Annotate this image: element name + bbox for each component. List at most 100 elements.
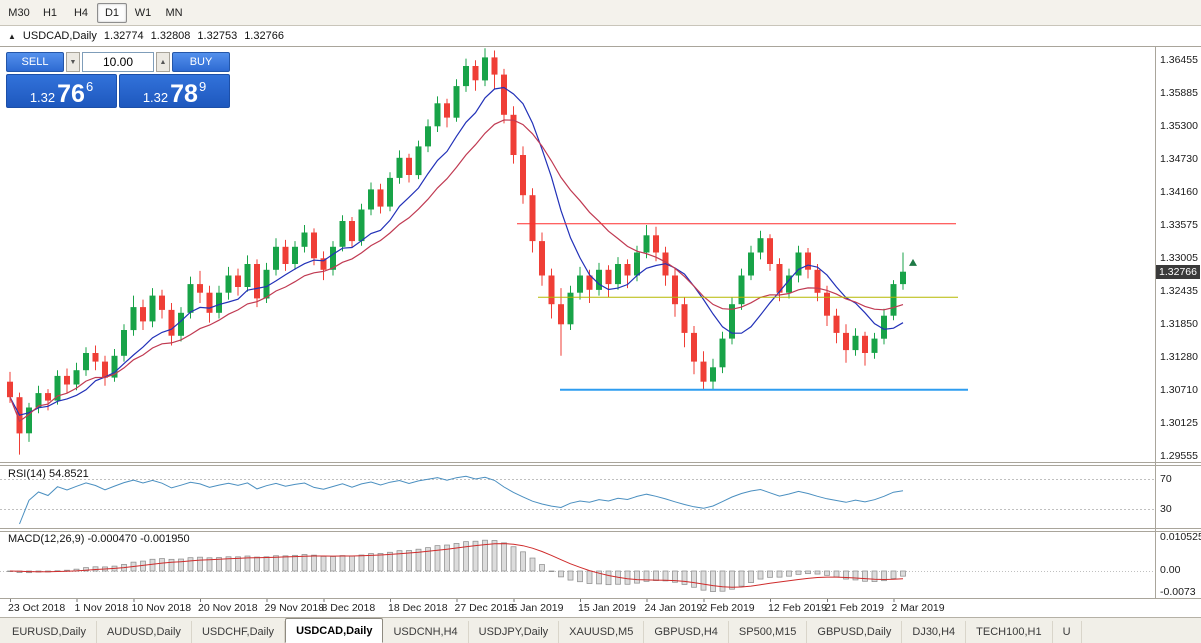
candle-body bbox=[510, 114, 517, 155]
macd-histogram-bar bbox=[824, 570, 830, 576]
timeframe-button-h4[interactable]: H4 bbox=[73, 6, 89, 19]
price-axis-label: 1.32435 bbox=[1160, 284, 1198, 297]
candle-body bbox=[26, 407, 32, 434]
macd-histogram-bar bbox=[282, 555, 289, 572]
volume-increase-icon[interactable]: ▲ bbox=[156, 52, 170, 72]
macd-histogram-bar bbox=[548, 570, 555, 572]
volume-input[interactable] bbox=[82, 52, 154, 72]
chart-tab-sp500[interactable]: SP500,M15 bbox=[729, 621, 808, 643]
macd-histogram-bar bbox=[415, 548, 422, 572]
macd-histogram-bar bbox=[491, 540, 498, 572]
macd-histogram-bar bbox=[871, 570, 878, 582]
macd-histogram-bar bbox=[767, 570, 773, 578]
macd-histogram-bar bbox=[900, 570, 906, 577]
macd-histogram-bar bbox=[168, 558, 175, 572]
candle-body bbox=[425, 126, 431, 147]
chart-tab-gbpusd[interactable]: GBPUSD,H4 bbox=[644, 621, 729, 643]
macd-histogram-bar bbox=[567, 570, 574, 581]
chart-tab-audusd[interactable]: AUDUSD,Daily bbox=[97, 621, 192, 643]
macd-histogram-bar bbox=[843, 570, 849, 580]
candle-body bbox=[54, 375, 61, 401]
macd-histogram-bar bbox=[510, 546, 517, 572]
macd-histogram-bar bbox=[700, 570, 707, 591]
timeframe-button-mn[interactable]: MN bbox=[165, 6, 183, 19]
macd-histogram-bar bbox=[339, 555, 346, 572]
candle-body bbox=[814, 269, 821, 293]
macd-histogram-bar bbox=[187, 557, 194, 572]
chart-tab-usdcad[interactable]: USDCAD,Daily bbox=[285, 618, 384, 643]
buy-price-button[interactable]: 1.32 78 9 bbox=[119, 74, 230, 108]
candle-body bbox=[767, 238, 773, 264]
macd-histogram-bar bbox=[586, 570, 593, 584]
chart-tab-dj30[interactable]: DJ30,H4 bbox=[902, 621, 967, 643]
candle-body bbox=[35, 393, 42, 408]
candle-body bbox=[463, 66, 469, 87]
macd-histogram-bar bbox=[102, 566, 108, 572]
chart-tab-usdcnh[interactable]: USDCNH,H4 bbox=[383, 621, 469, 643]
macd-histogram-bar bbox=[615, 570, 621, 585]
sell-price-button[interactable]: 1.32 76 6 bbox=[6, 74, 117, 108]
candle-body bbox=[197, 284, 203, 293]
chart-tab-bar: EURUSD,Daily AUDUSD,Daily USDCHF,Daily USDC… bbox=[0, 617, 1201, 643]
macd-histogram-bar bbox=[795, 570, 802, 575]
macd-histogram-bar bbox=[596, 570, 602, 585]
timeframe-button-w1[interactable]: W1 bbox=[134, 6, 152, 19]
macd-histogram-bar bbox=[425, 547, 431, 572]
macd-histogram-bar bbox=[311, 554, 317, 572]
candle-body bbox=[539, 241, 545, 276]
sell-button[interactable]: SELL bbox=[6, 52, 64, 72]
chart-tab-u[interactable]: U bbox=[1053, 621, 1082, 643]
macd-histogram-bar bbox=[121, 564, 127, 572]
candle-body bbox=[415, 146, 422, 176]
rsi-lower-level-label: 30 bbox=[1160, 503, 1172, 515]
chart-tab-gbpusd[interactable]: GBPUSD,Daily bbox=[807, 621, 903, 643]
candle-body bbox=[757, 238, 764, 253]
macd-histogram-bar bbox=[140, 560, 146, 572]
price-axis-label: 1.30125 bbox=[1160, 417, 1198, 430]
candle-body bbox=[586, 275, 593, 290]
candle-body bbox=[216, 292, 222, 313]
macd-histogram-bar bbox=[662, 570, 669, 582]
chart-tab-usdchf[interactable]: USDCHF,Daily bbox=[192, 621, 286, 643]
time-axis-label: 12 Feb 2019 bbox=[768, 602, 827, 614]
macd-histogram-bar bbox=[814, 570, 821, 575]
time-axis-label: 1 Nov 2018 bbox=[74, 602, 129, 614]
time-axis-label: 20 Nov 2018 bbox=[198, 602, 258, 614]
current-price-tag: 1.32766 bbox=[1156, 264, 1200, 279]
candle-body bbox=[634, 252, 640, 276]
macd-histogram-bar bbox=[130, 561, 137, 572]
macd-histogram-bar bbox=[54, 570, 61, 572]
chart-expander-icon[interactable]: ▲ bbox=[8, 31, 16, 41]
chart-tab-tech100[interactable]: TECH100,H1 bbox=[966, 621, 1053, 643]
macd-histogram-bar bbox=[672, 570, 678, 583]
macd-histogram-bar bbox=[225, 556, 232, 572]
candle-body bbox=[643, 235, 650, 253]
macd-axis-label: 0.00 bbox=[1160, 564, 1181, 576]
candle-body bbox=[178, 312, 184, 336]
candle-body bbox=[45, 393, 51, 401]
volume-decrease-icon[interactable]: ▼ bbox=[66, 52, 80, 72]
chart-tab-xauusd[interactable]: XAUUSD,M5 bbox=[559, 621, 645, 643]
sell-price-point: 6 bbox=[85, 79, 94, 94]
price-axis-label: 1.33575 bbox=[1160, 219, 1198, 232]
macd-histogram-bar bbox=[7, 570, 13, 572]
timeframe-button-h1[interactable]: H1 bbox=[42, 6, 58, 19]
candle-body bbox=[225, 275, 232, 293]
chart-tab-usdjpy[interactable]: USDJPY,Daily bbox=[469, 621, 560, 643]
chart-symbol-label: USDCAD,Daily bbox=[22, 30, 97, 42]
macd-histogram-bar bbox=[111, 565, 118, 572]
buy-button[interactable]: BUY bbox=[172, 52, 230, 72]
price-axis-label: 1.31850 bbox=[1160, 318, 1198, 331]
chart-tab-eurusd[interactable]: EURUSD,Daily bbox=[2, 621, 97, 643]
timeframe-button-d1[interactable]: D1 bbox=[97, 2, 127, 23]
timeframe-button-m30[interactable]: M30 bbox=[8, 6, 30, 19]
macd-histogram-bar bbox=[605, 570, 612, 586]
candle-body bbox=[672, 275, 678, 305]
price-axis-label: 1.29555 bbox=[1160, 449, 1198, 462]
macd-histogram-bar bbox=[16, 570, 23, 573]
macd-histogram-bar bbox=[368, 553, 374, 572]
candle-body bbox=[64, 375, 70, 385]
candle-body bbox=[339, 221, 346, 247]
time-axis-label: 21 Feb 2019 bbox=[825, 602, 884, 614]
